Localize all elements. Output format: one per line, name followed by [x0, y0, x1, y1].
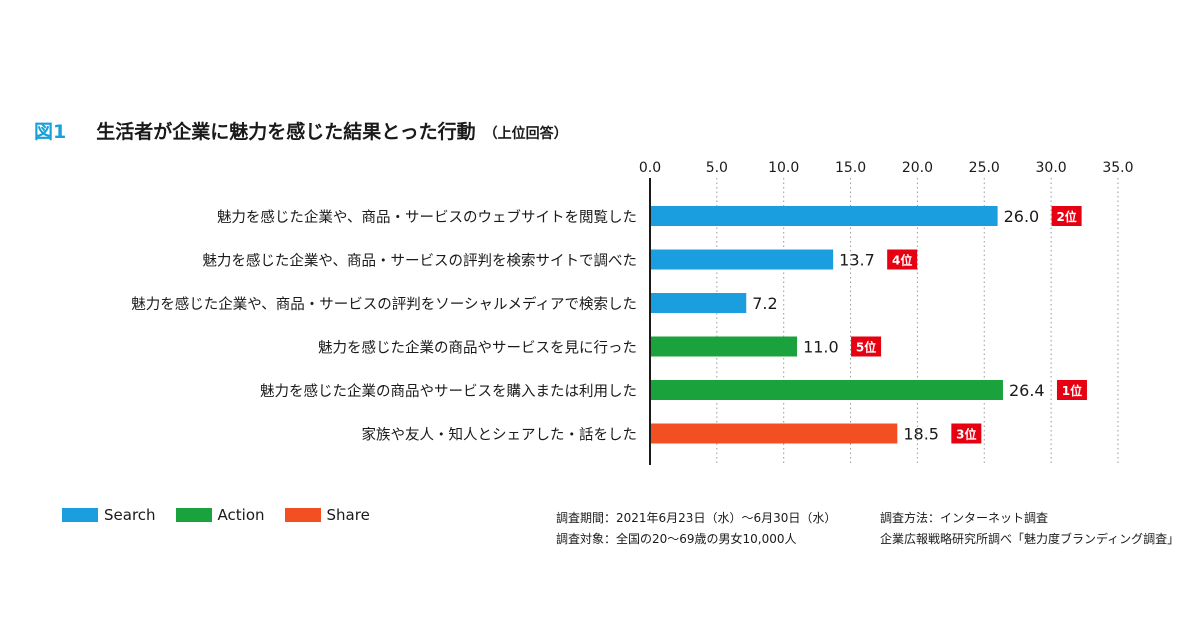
survey-method: 調査方法：インターネット調査 [880, 511, 1049, 525]
legend-swatch-search [62, 508, 98, 522]
rank-label: 3位 [956, 427, 976, 442]
rank-label: 2位 [1056, 209, 1076, 224]
legend-swatch-action [175, 508, 212, 522]
rank-label: 5位 [856, 340, 876, 355]
bar-action [650, 380, 1003, 400]
value-label: 18.5 [903, 425, 939, 444]
value-label: 11.0 [803, 338, 839, 357]
survey-notes-left: 調査期間：2021年6月23日（水）～6月30日（水） 調査対象：全国の20～6… [556, 508, 836, 550]
bar-search [650, 249, 834, 270]
rank-badge [887, 249, 918, 270]
rank-badge [1056, 380, 1087, 400]
chart-title: 生活者が企業に魅力を感じた結果とった行動 [96, 121, 476, 143]
category-label: 魅力を感じた企業や、商品・サービスのウェブサイトを閲覧した [217, 208, 637, 226]
x-tick-label: 25.0 [969, 160, 1000, 176]
rank-badge [851, 336, 882, 357]
legend-label-search: Search [104, 506, 156, 524]
value-label: 26.0 [1004, 207, 1040, 226]
value-label: 7.2 [752, 294, 777, 313]
x-tick-label: 0.0 [639, 160, 661, 176]
chart-subtitle: （上位回答） [483, 126, 568, 142]
x-tick-label: 10.0 [768, 160, 799, 176]
survey-period: 調査期間：2021年6月23日（水）～6月30日（水） [556, 511, 837, 525]
rank-badge [951, 423, 982, 444]
x-tick-label: 15.0 [835, 160, 866, 176]
rank-label: 1位 [1062, 383, 1082, 398]
category-label: 魅力を感じた企業や、商品・サービスの評判を検索サイトで調べた [202, 252, 637, 270]
value-label: 26.4 [1009, 381, 1045, 400]
x-tick-label: 5.0 [706, 160, 728, 176]
x-tick-label: 30.0 [1036, 160, 1067, 176]
legend-item-action: Action [175, 506, 265, 524]
legend-item-search: Search [62, 506, 156, 524]
value-label: 13.7 [839, 251, 875, 270]
x-tick-label: 35.0 [1102, 160, 1133, 176]
rank-badge [1051, 206, 1082, 226]
bar-search [650, 206, 998, 226]
survey-target: 調査対象：全国の20～69歳の男女10,000人 [556, 532, 797, 546]
survey-source: 企業広報戦略研究所調べ「魅力度ブランディング調査」 [880, 532, 1180, 546]
category-label: 魅力を感じた企業や、商品・サービスの評判をソーシャルメディアで検索した [131, 295, 637, 313]
title-row: 図1 生活者が企業に魅力を感じた結果とった行動 （上位回答） [34, 117, 568, 144]
rank-label: 4位 [892, 253, 912, 268]
figure-label: 図1 [34, 121, 67, 143]
legend-label-share: Share [326, 506, 370, 524]
bar-action [650, 336, 798, 357]
legend-swatch-share [284, 508, 321, 522]
survey-notes-right: 調査方法：インターネット調査 企業広報戦略研究所調べ「魅力度ブランディング調査」 [880, 508, 1179, 550]
category-label: 魅力を感じた企業の商品やサービスを購入または利用した [260, 382, 637, 400]
legend-label-action: Action [217, 506, 265, 524]
x-tick-label: 20.0 [902, 160, 933, 176]
category-label: 家族や友人・知人とシェアした・話をした [362, 427, 638, 444]
category-label: 魅力を感じた企業の商品やサービスを見に行った [318, 339, 637, 357]
bar-search [650, 293, 747, 313]
legend: Search Action Share [62, 506, 370, 524]
bar-share [650, 423, 898, 444]
legend-item-share: Share [284, 506, 370, 524]
